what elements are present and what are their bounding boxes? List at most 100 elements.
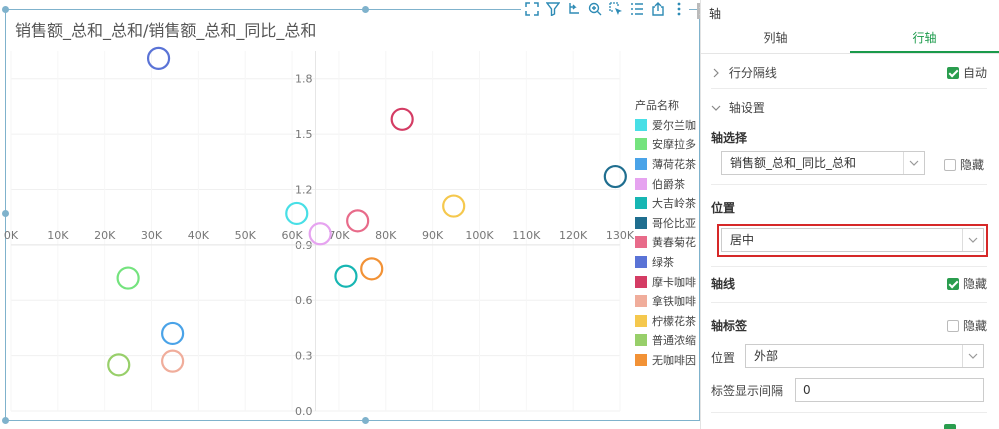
label-position-label: 位置 [711, 351, 736, 365]
label-position-dropdown[interactable]: 外部 [745, 344, 984, 368]
tab-row-axis[interactable]: 行轴 [850, 24, 999, 53]
legend-item[interactable]: 柠檬花茶 [635, 311, 699, 331]
legend-swatch [635, 314, 647, 327]
legend-item[interactable]: 薄荷花茶 [635, 154, 699, 174]
legend-item[interactable]: 拿铁咖啡 [635, 291, 699, 311]
drill-icon[interactable] [563, 0, 584, 18]
resize-handle-left[interactable] [2, 210, 9, 217]
axis-select-label: 轴选择 [711, 131, 748, 145]
x-tick-label: 10K [47, 229, 69, 242]
chart-toolbar [521, 0, 689, 18]
partial-checkbox[interactable] [944, 424, 956, 429]
axis-settings-panel: 轴 列轴 行轴 行分隔线 自动 轴设置 轴选择 销售额_总和_同比_总和 隐藏 … [700, 0, 999, 429]
legend-title: 产品名称 [635, 99, 679, 112]
legend-label: 伯爵茶 [652, 177, 685, 191]
scatter-point [116, 266, 140, 290]
legend-label: 柠檬花茶 [652, 314, 696, 328]
divider [711, 266, 987, 267]
axis-tabs: 列轴 行轴 [701, 24, 999, 54]
y-tick-label: 0.0 [295, 405, 313, 418]
list-icon[interactable] [626, 0, 647, 18]
legend-swatch [635, 334, 647, 347]
legend: 产品名称 爱尔兰咖 安摩拉多 薄荷花茶伯爵茶大吉岭茶哥伦比亚黄春菊花绿茶摩卡咖啡拿铁… [635, 97, 699, 370]
row-divider-section[interactable]: 行分隔线 自动 [711, 64, 987, 80]
legend-item[interactable]: 大吉岭茶 [635, 193, 699, 213]
axis-select-dropdown[interactable]: 销售额_总和_同比_总和 [721, 151, 925, 175]
scatter-point [161, 321, 185, 346]
tab-column-axis[interactable]: 列轴 [763, 31, 788, 45]
panel-title: 轴 [709, 7, 722, 21]
y-tick-label: 1.8 [295, 73, 313, 86]
axis-line-label: 轴线 [711, 277, 736, 291]
scatter-plot: 0.00.30.60.91.21.51.80K 10K 20K 30K 40K 50K 60… [4, 46, 635, 418]
chevron-down-icon [903, 152, 924, 174]
legend-swatch [635, 157, 647, 170]
resize-handle-bottom[interactable] [362, 417, 369, 424]
axis-line-row: 轴线 隐藏 [711, 275, 987, 291]
auto-label: 自动 [962, 66, 987, 80]
select-icon[interactable] [605, 0, 626, 18]
fullscreen-icon[interactable] [521, 0, 542, 18]
legend-label: 拿铁咖啡 [652, 295, 696, 309]
hide-axis-label-text: 隐藏 [962, 319, 987, 333]
scatter-point [442, 194, 466, 218]
legend-swatch [635, 295, 647, 308]
x-tick-label: 0K [4, 229, 19, 242]
more-icon[interactable] [668, 0, 689, 18]
legend-swatch [635, 275, 647, 288]
legend-item[interactable]: 黄春菊花 [635, 233, 699, 253]
chevron-down-icon [711, 105, 721, 111]
legend-item[interactable]: 爱尔兰咖 [635, 115, 699, 135]
checkbox-icon [946, 320, 959, 332]
legend-label: 无咖啡因 [652, 353, 696, 367]
scatter-point [346, 209, 370, 233]
resize-handle-top-left[interactable] [2, 6, 9, 13]
legend-item[interactable]: 无咖啡因 [635, 350, 699, 370]
hide-axis-label: 隐藏 [960, 158, 985, 172]
scatter-point [146, 46, 171, 70]
legend-swatch [635, 353, 647, 366]
export-icon[interactable] [647, 0, 668, 18]
filter-icon[interactable] [542, 0, 563, 18]
legend-label: 绿茶 [652, 255, 674, 269]
divider [711, 412, 987, 413]
legend-item[interactable]: 摩卡咖啡 [635, 272, 699, 292]
hide-axis-line-checkbox[interactable]: 隐藏 [946, 275, 987, 292]
legend-item[interactable]: 普通浓缩 [635, 331, 699, 351]
scatter-point [308, 222, 332, 246]
hide-axis-label-checkbox[interactable]: 隐藏 [946, 317, 987, 334]
axis-settings-section[interactable]: 轴设置 [711, 99, 987, 115]
axis-settings-label: 轴设置 [728, 101, 765, 115]
x-tick-label: 130K [606, 229, 635, 242]
resize-handle-top[interactable] [362, 6, 369, 13]
x-tick-label: 40K [188, 229, 210, 242]
axis-select-value: 销售额_总和_同比_总和 [730, 156, 857, 170]
chevron-down-icon [962, 345, 983, 367]
legend-item[interactable]: 伯爵茶 [635, 174, 699, 194]
legend-swatch [635, 197, 647, 210]
legend-label: 大吉岭茶 [652, 197, 696, 211]
x-tick-label: 120K [559, 229, 588, 242]
label-interval-label: 标签显示间隔 [711, 384, 784, 398]
label-interval-input[interactable]: 0 [795, 378, 984, 402]
chart-area: 销售额_总和_总和/销售额_总和_同比_总和 0.0 0.3 0.6 0.9 1.2 1.… [2, 0, 700, 424]
position-dropdown[interactable]: 居中 [721, 228, 984, 252]
chevron-down-icon [962, 229, 983, 251]
y-tick-label: 0.6 [295, 294, 313, 307]
hide-axis-checkbox[interactable]: 隐藏 [944, 156, 984, 173]
check-icon [946, 67, 959, 79]
auto-checkbox[interactable]: 自动 [946, 64, 987, 81]
row-divider-label: 行分隔线 [728, 66, 777, 80]
legend-item[interactable]: 绿茶 [635, 252, 699, 272]
zoom-icon[interactable] [584, 0, 605, 18]
resize-handle-bottom-left[interactable] [2, 417, 9, 424]
x-tick-label: 30K [141, 229, 163, 242]
hide-axis-line-label: 隐藏 [962, 277, 987, 291]
legend-item[interactable]: 哥伦比亚 [635, 213, 699, 233]
y-tick-label: 1.5 [295, 128, 313, 141]
y-tick-label: 0.3 [295, 350, 313, 363]
legend-item[interactable]: 安摩拉多 [635, 135, 699, 155]
legend-swatch [635, 118, 647, 131]
legend-label: 黄春菊花 [652, 236, 696, 250]
legend-swatch [635, 138, 647, 151]
